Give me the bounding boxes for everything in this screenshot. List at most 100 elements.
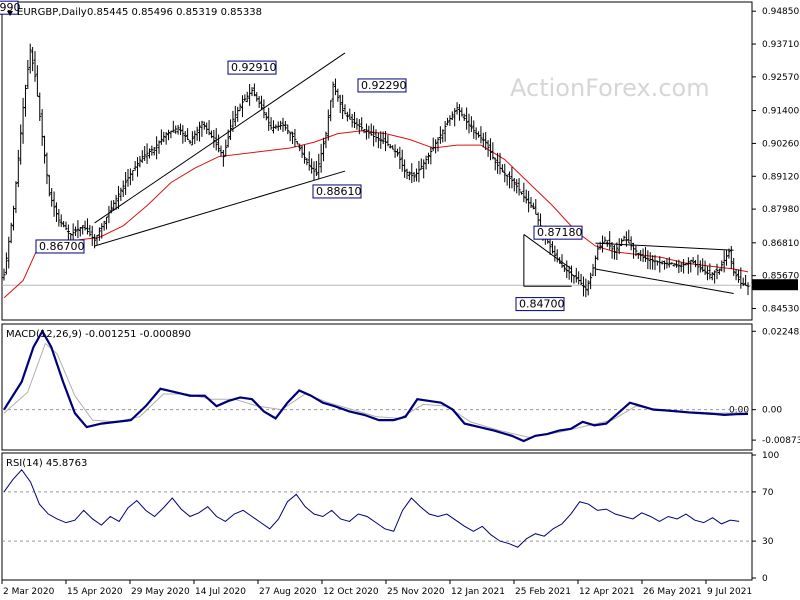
ohlc-bar [233,105,237,127]
ohlc-bar [469,116,473,133]
price-tick-label: 0.87980 [762,205,799,215]
ohlc-bar [64,221,68,230]
ohlc-bar [696,254,700,276]
ohlc-bar [715,263,719,280]
ohlc-bar [152,147,156,156]
ohlc-bar [665,258,669,269]
ohlc-bar [190,131,194,146]
ohlc-bar [410,163,414,184]
price-axis: 0.94850 0.93710 0.92570 0.91400 0.90260 0.891… [752,7,799,314]
ohlc-bar [302,144,306,164]
ohlc-bar [717,268,721,275]
ohlc-bar [508,171,512,189]
symbol-label: EURGBP,Daily [17,7,87,18]
ohlc-bar [162,131,166,143]
price-label-text: 0.88610 [316,185,362,198]
ohlc-bar [691,257,695,264]
ohlc-bar [114,194,118,210]
rsi-tick-label: 70 [762,488,774,498]
ohlc-bar [441,129,445,143]
ohlc-bar [386,134,390,147]
ohlc-bar [264,112,268,121]
price-label: 0.92290 [357,78,407,93]
ohlc-bar [634,245,638,257]
rsi-axis: 100 70 30 0 [2,451,779,584]
ohlc-bar [262,99,266,119]
date-tick-label: 12 Apr 2021 [579,587,635,597]
ohlc-bar [395,148,399,157]
ohlc-bar [26,59,30,90]
ohlc-bar [198,121,202,142]
ohlc-bar [417,160,421,183]
ohlc-bar [624,231,628,247]
ohlc-bar [341,94,345,120]
ohlc-bar [667,257,671,268]
current-price-tag: 0.85338 [752,279,798,291]
ohlc-bar [329,100,333,122]
date-tick-label: 27 Aug 2020 [259,587,317,597]
ohlc-bar [465,107,469,130]
ohlc-bar [186,128,190,141]
ohlc-bar [746,282,750,296]
ohlc-bar [660,260,664,265]
price-label: 0.88610 [312,184,362,199]
ohlc-bar [446,117,450,126]
ohlc-bar [128,168,132,186]
price-tick-label: 0.85670 [762,272,799,282]
ohlc-bar [453,108,457,127]
ohlc-bar [295,140,299,145]
ohlc-bar [105,216,109,230]
ohlc-bar [579,273,583,286]
price-label: 0.94990 [0,0,21,15]
ohlc-bar [674,260,678,268]
ohlc-bar [43,135,47,164]
ohlc-bar [570,265,574,283]
ohlc-bar [572,274,576,284]
ohlc-bar [207,120,211,136]
ohlc-bar [174,125,178,134]
price-labels: 0.94990 0.86700 0.92910 0.88610 0.92290 0.871… [0,0,583,312]
date-tick-label: 26 May 2021 [643,587,702,597]
ohlc-bar [493,157,497,171]
ohlc-bar [515,179,519,194]
ohlc-bar [286,124,290,135]
ohlc-bar [372,125,376,147]
price-tick-label: 0.90260 [762,139,799,149]
ohlc-bar [157,140,161,154]
ohlc-bar [147,148,151,159]
ohlc-bar [567,265,571,280]
ohlc-bar [116,185,120,210]
ohlc-bar [350,113,354,128]
ohlc-bar [267,107,271,131]
price-tick-label: 0.89120 [762,172,799,182]
ohlc-bar [178,123,182,136]
ohlc-bar [212,129,216,148]
date-tick-label: 25 Nov 2020 [387,587,445,597]
ohlc-bar [279,120,283,130]
ohlc-bar [369,123,373,136]
channel-line [595,268,734,295]
ohlc-bar [338,94,342,114]
price-label: 0.84700 [515,297,565,312]
macd-panel: 0.022482 0.00 -0.008736 0.00 MACD(12,26,9) … [1,323,800,451]
ohlc-bar [524,189,528,204]
ohlc-bar [424,155,428,170]
ohlc-bar [586,280,590,296]
rsi-tick-label: 0 [762,574,768,584]
macd-tick-label: -0.008736 [762,436,800,446]
ohlc-bar [85,218,89,235]
ohlc-bar [2,268,6,281]
ohlc-bar [720,260,724,272]
ohlc-bar [736,269,740,283]
ohlc-bar [422,159,426,179]
ohlc-bar [565,260,569,279]
date-tick-label: 2 Mar 2020 [3,587,55,597]
ohlc-bar [119,187,123,201]
ohlc-bar [245,91,249,103]
ohlc-bar [33,51,37,82]
chart-header: EURGBP,Daily 0.85445 0.85496 0.85319 0.8… [7,7,262,18]
rsi-series-line [3,468,740,548]
ohlc-bar [677,259,681,274]
ohlc-bar [381,131,385,145]
ohlc-bar [238,103,242,112]
